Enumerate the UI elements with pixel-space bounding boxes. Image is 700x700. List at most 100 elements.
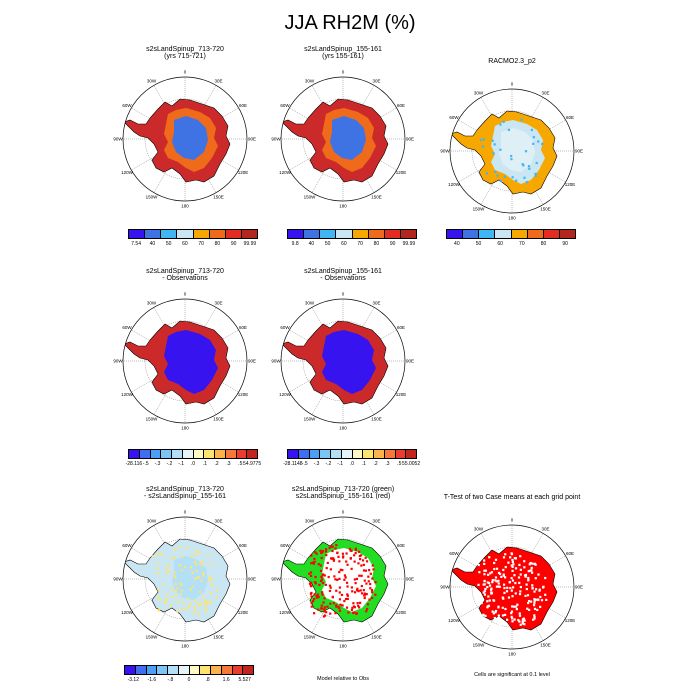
colorbar-tick-label: -.1	[178, 461, 185, 467]
grid-cell	[338, 560, 341, 563]
longitude-label: 90E	[248, 137, 256, 142]
grid-cell	[328, 546, 331, 549]
grid-cell	[544, 593, 547, 596]
grid-cell	[191, 571, 194, 574]
grid-cell	[483, 569, 486, 572]
colorbar-tick-label: -.2	[166, 461, 173, 467]
grid-cell	[209, 600, 213, 603]
longitude-label: 150E	[213, 195, 224, 200]
grid-cell	[371, 577, 374, 580]
grid-cell	[204, 604, 208, 607]
grid-cell	[365, 592, 368, 596]
longitude-label: 60W	[280, 103, 290, 108]
grid-cell	[174, 589, 178, 592]
grid-cell	[486, 606, 489, 609]
grid-cell	[518, 614, 522, 617]
grid-cell	[511, 595, 514, 598]
colorbar-tick-label: 7.54	[131, 241, 141, 247]
longitude-label: 90E	[406, 137, 414, 142]
panel-title-line-2: - Observations	[162, 275, 208, 282]
grid-cell	[482, 614, 485, 617]
colorbar-swatch	[447, 230, 464, 238]
colorbar-tick-label: -.8	[167, 677, 174, 683]
colorbar-boxes	[446, 229, 576, 239]
grid-cell	[196, 602, 199, 605]
grid-cell	[210, 578, 213, 581]
longitude-label: 0	[511, 518, 514, 523]
grid-cell	[207, 601, 210, 604]
longitude-label: 0	[342, 510, 345, 515]
grid-cell	[176, 586, 179, 589]
longitude-label: 120E	[396, 392, 407, 397]
longitude-label: 30E	[372, 518, 380, 523]
grid-cell	[477, 563, 480, 567]
grid-cell	[205, 607, 208, 611]
colorbar-swatch	[288, 450, 299, 458]
grid-cell	[370, 591, 374, 594]
grid-cell	[538, 588, 541, 591]
grid-cell	[207, 554, 210, 557]
grid-cell	[524, 575, 527, 578]
grid-cell	[507, 128, 510, 131]
colorbar-swatch	[352, 450, 364, 458]
grid-cell	[487, 604, 491, 607]
grid-cell	[519, 555, 522, 558]
grid-cell	[194, 553, 197, 556]
colorbar-swatch	[559, 230, 575, 238]
grid-cell	[201, 564, 204, 567]
grid-cell	[532, 142, 535, 145]
longitude-label: 0	[184, 70, 187, 75]
grid-cell	[165, 593, 168, 596]
polar-map: 0 30E 60E 90E 120E 150E 180 150W 120W 90W 60W 30W	[440, 82, 583, 221]
grid-cell	[532, 618, 535, 621]
grid-cell	[215, 596, 218, 599]
grid-cell	[494, 611, 497, 614]
grid-cell	[316, 593, 320, 596]
grid-cell	[354, 582, 357, 585]
grid-cell	[313, 557, 316, 560]
longitude-label: 90W	[271, 359, 281, 364]
longitude-label: 120W	[279, 392, 292, 397]
colorbar-tick-label: 90	[230, 241, 237, 247]
longitude-label: 120E	[238, 392, 249, 397]
grid-cell	[310, 602, 313, 605]
grid-cell	[160, 553, 164, 556]
grid-cell	[526, 594, 530, 597]
grid-cell	[491, 578, 494, 582]
colorbar-tick-label: 99.99	[243, 241, 257, 247]
colorbar-2: 9.8 40 50 60 70 80 90 99.99	[287, 229, 417, 249]
grid-cell	[496, 174, 499, 177]
grid-cell	[323, 597, 326, 600]
grid-cell	[369, 572, 372, 575]
grid-cell	[531, 584, 534, 587]
grid-cell	[350, 586, 353, 589]
longitude-label: 60W	[122, 103, 132, 108]
grid-cell	[346, 597, 349, 601]
grid-cell	[171, 596, 174, 599]
grid-cell	[181, 555, 184, 558]
grid-cell	[171, 588, 174, 591]
longitude-label: 120W	[121, 610, 134, 615]
longitude-label: 120W	[121, 170, 134, 175]
grid-cell	[323, 606, 326, 609]
grid-cell	[196, 576, 199, 579]
colorbar-1: 7.54 40 50 60 70 80 90 99.99	[128, 229, 258, 249]
grid-cell	[503, 591, 506, 594]
continent-interior	[172, 556, 208, 600]
grid-cell	[530, 566, 533, 570]
grid-cell	[157, 589, 160, 592]
longitude-label: 120E	[565, 182, 576, 187]
colorbar-tick-label: -1.6	[147, 677, 157, 683]
longitude-label: 30E	[541, 526, 549, 531]
grid-cell	[353, 611, 356, 614]
grid-cell	[345, 581, 349, 584]
grid-cell	[338, 577, 341, 580]
colorbar-tick-label: .3	[226, 461, 231, 467]
grid-cell	[363, 594, 366, 597]
grid-cell	[533, 598, 536, 601]
grid-cell	[343, 578, 346, 581]
colorbar-swatch	[363, 450, 374, 458]
grid-cell	[327, 575, 330, 579]
grid-cell	[495, 567, 499, 570]
grid-cell	[322, 601, 325, 604]
